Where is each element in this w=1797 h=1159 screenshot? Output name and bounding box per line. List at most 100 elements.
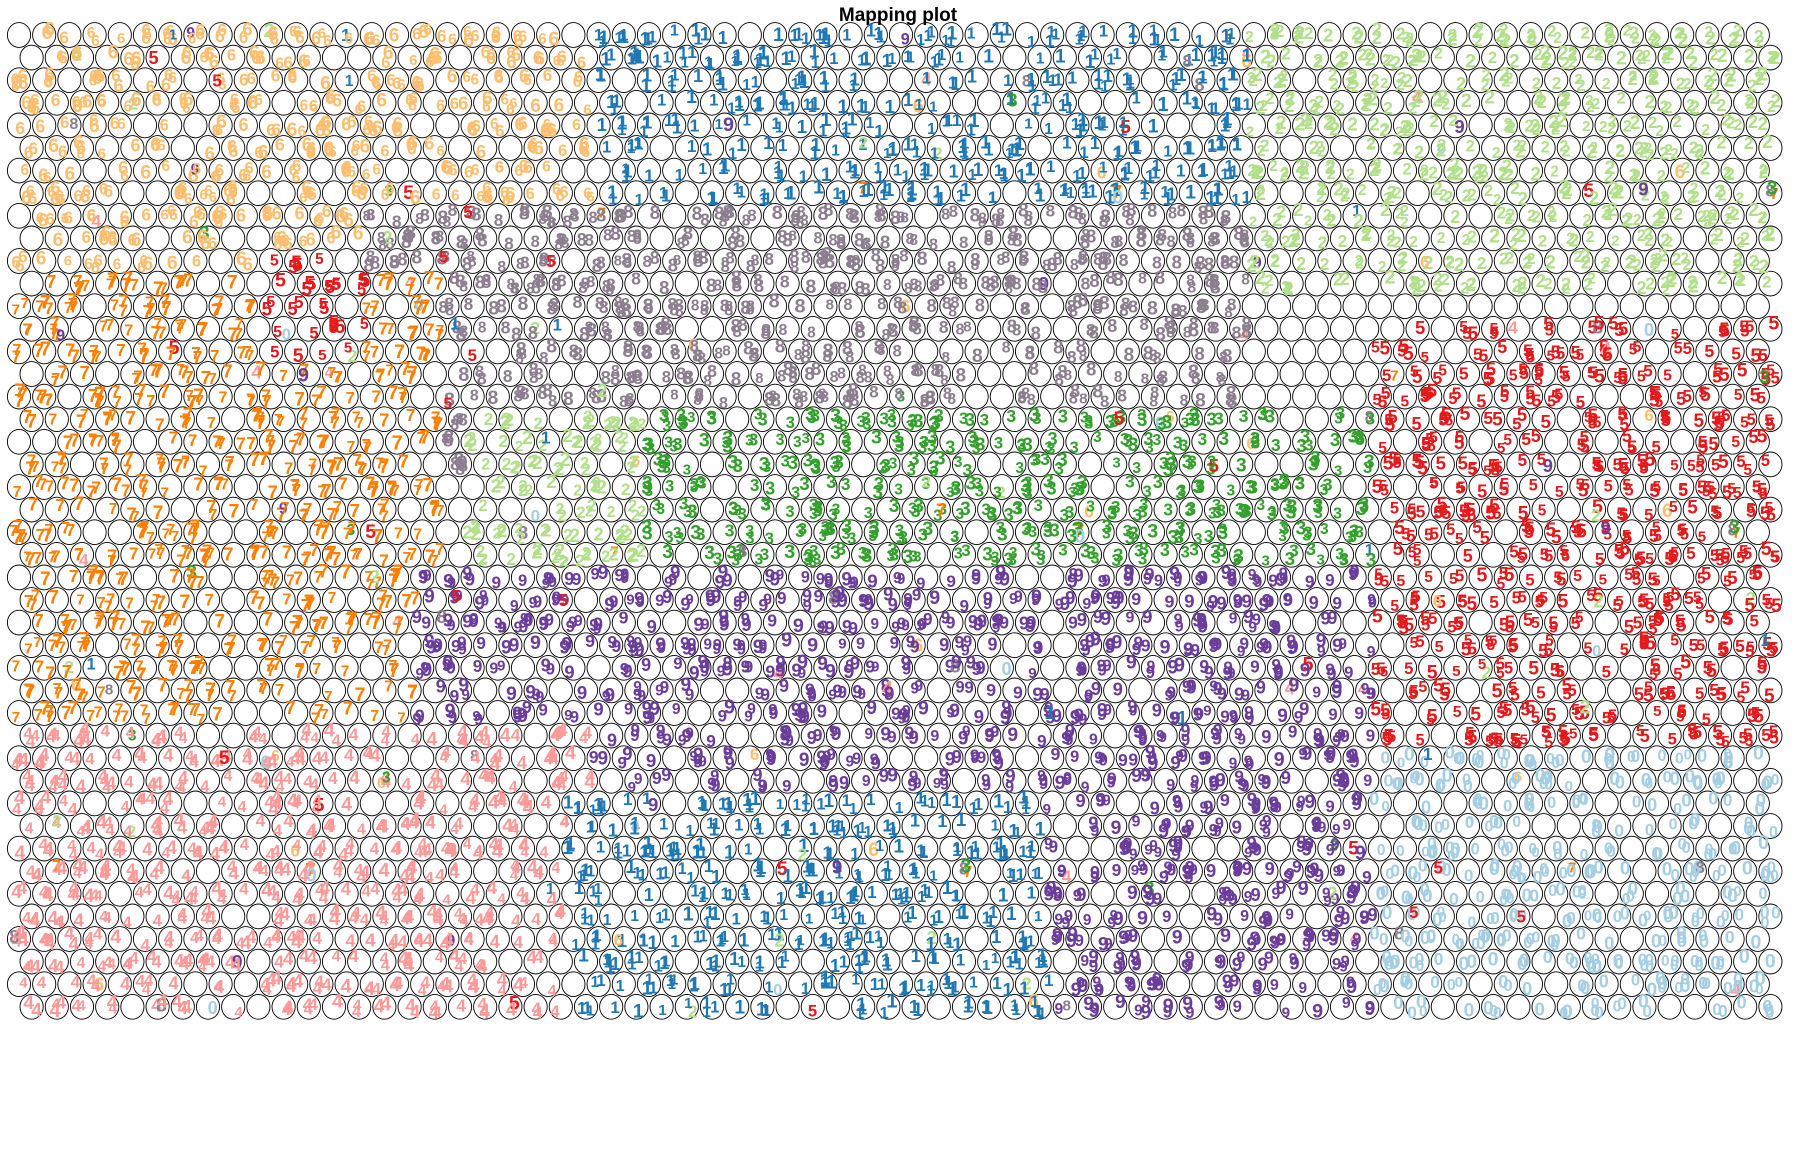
digit-label-1: 1	[809, 41, 820, 63]
som-node	[1103, 135, 1128, 161]
digit-label-8: 8	[668, 294, 678, 314]
digit-label-6: 6	[559, 182, 568, 201]
digit-label-6: 6	[64, 253, 72, 270]
digit-label-1: 1	[949, 162, 959, 182]
som-node	[939, 112, 964, 139]
som-node	[1153, 44, 1178, 71]
digit-label-1: 1	[606, 92, 617, 113]
som-node	[1266, 22, 1292, 48]
som-node	[1556, 44, 1581, 71]
digit-label-6: 6	[275, 135, 285, 155]
digit-label-7: 7	[245, 296, 256, 318]
digit-label-6: 6	[130, 135, 140, 156]
som-node	[1191, 157, 1216, 184]
digit-label-2: 2	[1383, 98, 1393, 118]
digit-label-1: 1	[1157, 94, 1168, 116]
digit-label-2: 2	[1340, 187, 1349, 206]
som-node	[788, 112, 813, 139]
digit-label-6: 6	[542, 158, 551, 175]
som-node	[1191, 880, 1216, 907]
som-node	[699, 44, 725, 71]
som-node	[510, 22, 536, 48]
som-node	[851, 89, 876, 116]
digit-label-7: 7	[215, 292, 225, 312]
digit-label-6: 6	[449, 162, 458, 180]
som-node	[888, 22, 914, 48]
som-node	[548, 948, 573, 975]
som-node	[674, 180, 699, 207]
som-node	[132, 22, 158, 48]
som-node	[1140, 22, 1166, 48]
digit-label-6: 6	[309, 96, 318, 115]
som-node	[1657, 89, 1682, 116]
som-node	[926, 89, 951, 116]
som-node	[1103, 44, 1128, 71]
digit-label-8: 8	[1126, 199, 1136, 220]
digit-label-2: 2	[1585, 92, 1593, 109]
som-node	[44, 89, 69, 116]
digit-label-2: 2	[1466, 137, 1475, 156]
digit-label-2: 2	[1636, 278, 1646, 298]
digit-label-2: 2	[1616, 89, 1625, 108]
digit-label-2: 2	[1515, 141, 1526, 162]
som-node	[1544, 971, 1569, 998]
digit-label-5: 5	[463, 202, 473, 222]
som-node	[95, 632, 120, 659]
som-node	[347, 135, 372, 161]
som-node	[1380, 44, 1405, 71]
som-node	[1166, 112, 1191, 139]
digit-label-6: 6	[163, 30, 172, 49]
som-node	[1191, 926, 1216, 952]
som-node	[939, 67, 964, 94]
digit-label-8: 8	[573, 292, 583, 312]
som-node	[120, 44, 145, 71]
som-node	[1367, 157, 1392, 184]
digit-label-7: 7	[183, 270, 193, 290]
digit-label-2: 2	[1400, 203, 1409, 220]
digit-label-6: 6	[216, 111, 227, 133]
digit-label-8: 8	[836, 233, 846, 253]
som-node	[233, 112, 258, 139]
digit-label-6: 6	[300, 98, 309, 115]
digit-label-8: 8	[764, 250, 774, 269]
digit-label-1: 1	[1001, 20, 1012, 41]
digit-label-6: 6	[471, 27, 480, 45]
digit-label-1: 1	[1079, 143, 1088, 162]
digit-label-8: 8	[1020, 300, 1028, 317]
digit-label-1: 1	[841, 124, 850, 141]
digit-label-8: 8	[948, 304, 957, 321]
som-node	[687, 112, 712, 139]
som-node	[246, 225, 271, 252]
som-node	[1405, 135, 1430, 161]
som-node	[1279, 89, 1304, 116]
digit-label-1: 1	[991, 19, 1002, 40]
som-node	[1090, 474, 1115, 500]
som-node	[271, 135, 296, 161]
som-node	[435, 157, 460, 184]
som-node	[120, 180, 145, 207]
digit-label-2: 2	[1317, 233, 1327, 253]
som-node	[1594, 880, 1619, 907]
som-node	[120, 135, 145, 161]
digit-label-7: 7	[161, 298, 171, 319]
digit-label-1: 1	[866, 115, 875, 132]
som-node	[447, 496, 473, 523]
digit-label-8: 8	[984, 229, 994, 249]
som-node	[1367, 293, 1392, 320]
digit-label-8: 8	[464, 294, 474, 314]
som-node	[44, 135, 69, 161]
som-node	[1569, 293, 1594, 320]
som-node	[284, 112, 309, 139]
digit-label-2: 2	[1524, 115, 1534, 135]
digit-label-1: 1	[842, 27, 851, 45]
som-node	[359, 112, 384, 139]
som-node	[1594, 112, 1619, 139]
digit-label-2: 2	[1437, 230, 1446, 247]
som-node	[548, 89, 573, 116]
som-node	[460, 112, 485, 139]
digit-label-8: 8	[69, 115, 78, 133]
digit-label-1: 1	[1233, 135, 1242, 154]
digit-label-6: 6	[82, 182, 91, 200]
som-node	[57, 22, 82, 48]
digit-label-2: 2	[1450, 207, 1460, 227]
